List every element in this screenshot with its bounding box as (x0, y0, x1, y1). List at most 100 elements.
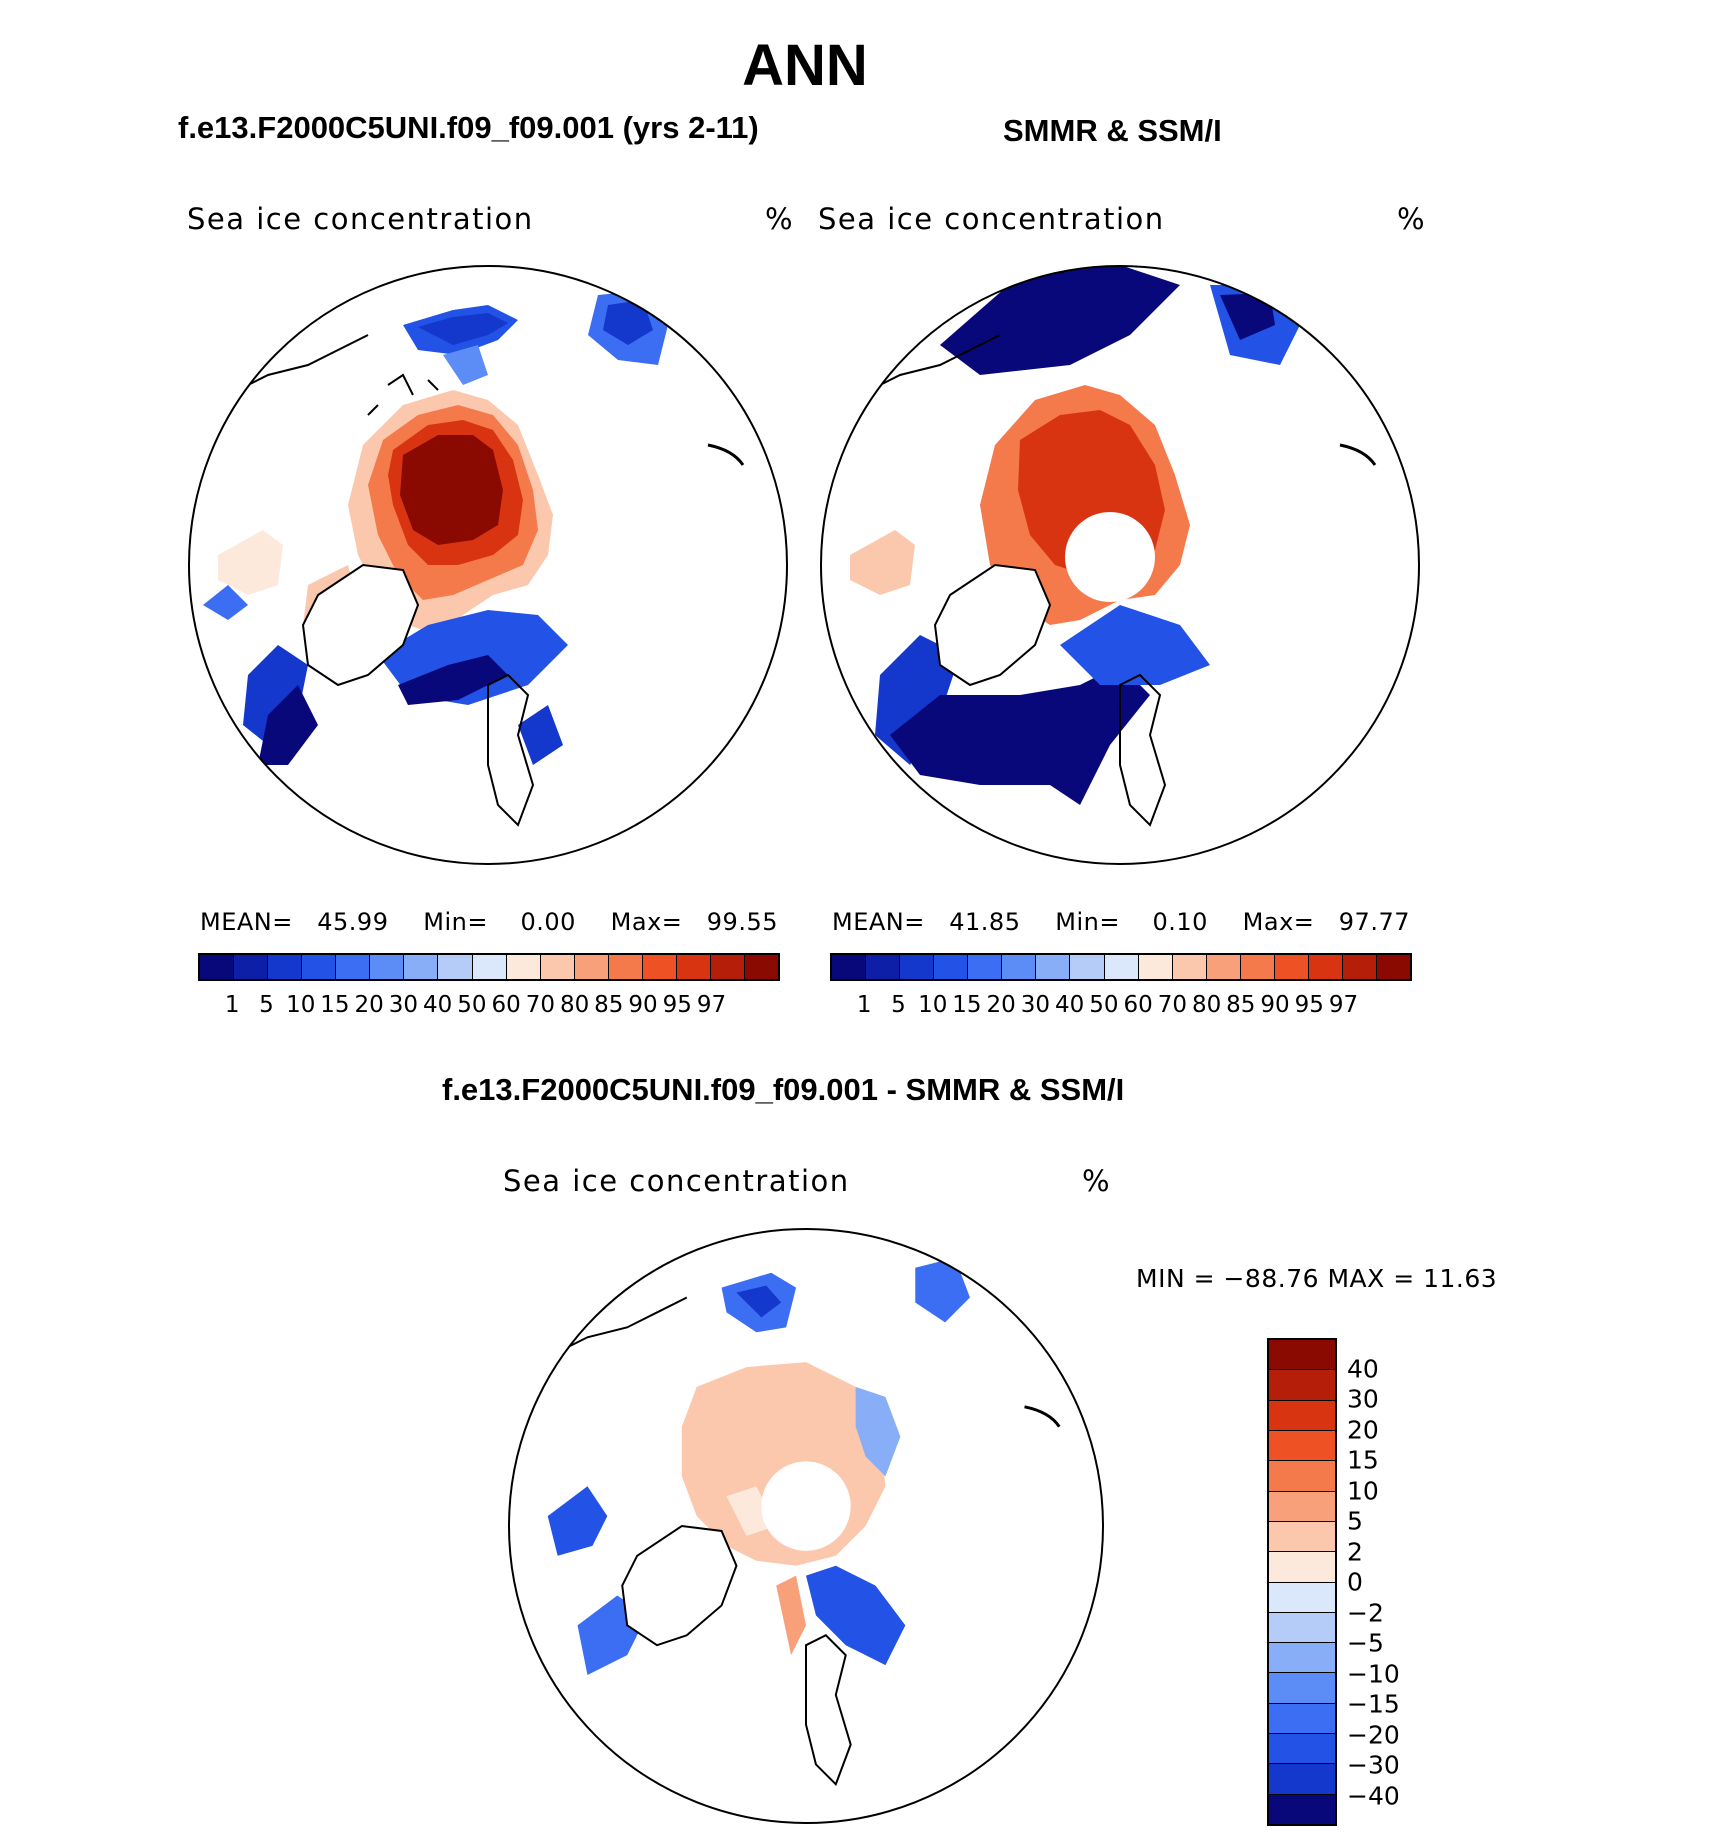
right-colorbar-tick-label: 90 (1260, 992, 1290, 1018)
left-map-border (188, 265, 788, 865)
left-colorbar-tick-label: 70 (525, 992, 555, 1018)
diff-coastline (547, 1296, 688, 1359)
left-okhotsk-ice-core (603, 300, 653, 345)
right-colorbar-swatch (1104, 955, 1139, 979)
diff-colorbar-tick-label: 40 (1347, 1354, 1379, 1383)
right-colorbar-swatch (1240, 955, 1275, 979)
diff-subtitle: f.e13.F2000C5UNI.f09_f09.001 - SMMR & SS… (442, 1072, 1125, 1107)
left-colorbar-tick-label: 50 (457, 992, 487, 1018)
left-colorbar-swatch (370, 955, 405, 979)
left-greenland-land (301, 563, 420, 687)
left-colorbar-swatch (608, 955, 643, 979)
diff-plot-units: % (1082, 1164, 1112, 1198)
diff-colorbar-tick-label: 0 (1347, 1567, 1363, 1597)
diff-fram-pos (776, 1575, 806, 1656)
left-colorbar-tick-label: 40 (423, 992, 453, 1018)
left-colorbar-tick-label: 5 (259, 992, 274, 1018)
diff-bering-ice-core (736, 1285, 782, 1318)
left-colorbar-swatch (472, 955, 507, 979)
left-labrador-edge (258, 685, 318, 765)
right-colorbar-swatch (1308, 955, 1343, 979)
right-polar-map (820, 265, 1420, 865)
right-mean-value: 41.85 (949, 908, 1021, 936)
diff-plot-variable-label: Sea ice concentration (503, 1164, 850, 1198)
left-colorbar-tick-label: 20 (354, 992, 384, 1018)
right-max-value: 97.77 (1338, 908, 1410, 936)
left-mean-label: MEAN= (200, 908, 293, 936)
right-colorbar-tick-label: 95 (1294, 992, 1324, 1018)
right-min-group: Min= 0.10 (1055, 908, 1208, 936)
right-bering-ice (940, 266, 1180, 375)
left-pacific-island (707, 443, 745, 466)
diff-colorbar-swatch (1269, 1582, 1335, 1613)
left-min-value: 0.00 (520, 908, 576, 936)
right-colorbar-swatch (1377, 955, 1411, 979)
right-plot-units: % (1397, 202, 1427, 236)
diff-colorbar-swatch (1269, 1764, 1335, 1795)
diff-colorbar-tick-label: −30 (1347, 1750, 1400, 1780)
right-plot-variable-label: Sea ice concentration (818, 202, 1165, 236)
diff-polar-map (508, 1228, 1104, 1824)
left-colorbar-tick-label: 80 (559, 992, 590, 1018)
left-hudson-edge (203, 585, 248, 620)
diff-colorbar-swatch (1269, 1643, 1335, 1674)
diff-colorbar-swatch (1269, 1400, 1335, 1431)
right-colorbar-tick-label: 50 (1089, 992, 1119, 1018)
left-min-label: Min= (423, 908, 488, 936)
diff-scandinavia-coast (805, 1634, 852, 1787)
diff-colorbar-tick-label: −5 (1347, 1628, 1384, 1658)
left-plot-units: % (765, 202, 795, 236)
right-colorbar-tick-label: 70 (1157, 992, 1187, 1018)
diff-minmax: MIN = −88.76 MAX = 11.63 (1136, 1264, 1498, 1293)
left-barents-edge (398, 655, 508, 705)
left-colorbar-swatch (200, 955, 235, 979)
diff-colorbar-tick-label: −10 (1347, 1659, 1400, 1688)
left-max-label: Max= (610, 908, 683, 936)
diff-colorbar-swatch (1269, 1734, 1335, 1765)
left-colorbar-swatch (404, 955, 439, 979)
right-min-label: Min= (1055, 908, 1120, 936)
diff-colorbar-swatch (1269, 1673, 1335, 1704)
diff-colorbar-swatch (1269, 1794, 1335, 1824)
right-colorbar-ticks: 1 5 10 15 20 30 40 50 60 70 80 85 90 95 97 (830, 992, 1412, 1022)
right-barents-ice (1060, 605, 1210, 685)
diff-colorbar-tick-label: −2 (1347, 1598, 1384, 1627)
right-mean-group: MEAN= 41.85 (832, 908, 1020, 936)
left-colorbar-swatch (745, 955, 779, 979)
left-colorbar-swatch (642, 955, 677, 979)
diff-colorbar-swatch (1269, 1491, 1335, 1522)
right-map-border (820, 265, 1420, 865)
right-colorbar-swatch (866, 955, 901, 979)
diff-colorbar-tick-label: −40 (1347, 1781, 1400, 1810)
right-stats: MEAN= 41.85 Min= 0.10 Max= 97.77 (832, 908, 1410, 936)
right-colorbar-swatch (1138, 955, 1173, 979)
diff-colorbar-tick-label: 15 (1347, 1445, 1379, 1475)
right-colorbar-swatch (832, 955, 867, 979)
right-colorbar-tick-label: 10 (918, 992, 948, 1018)
right-hudson-ice (850, 530, 915, 595)
right-colorbar-tick-label: 97 (1328, 992, 1359, 1018)
right-colorbar-tick-label: 30 (1020, 992, 1051, 1018)
left-bering-ice-core (418, 313, 508, 345)
left-colorbar-tick-label: 95 (662, 992, 692, 1018)
right-atlantic-ice-edge (890, 665, 1150, 805)
right-colorbar-tick-label: 1 (856, 992, 872, 1018)
right-colorbar-tick-label: 80 (1191, 992, 1222, 1018)
diff-colorbar-tick-label: 2 (1347, 1537, 1363, 1566)
diff-colorbar-ticks: 40 30 20 15 10 5 2 0 −2 −5 −10 −15 −20 −30 −40 (1347, 1338, 1427, 1826)
left-colorbar (198, 953, 780, 981)
left-bering-strait-ice (443, 345, 488, 385)
diff-colorbar (1267, 1338, 1337, 1826)
right-colorbar-tick-label: 85 (1226, 992, 1256, 1018)
left-colorbar-swatch (234, 955, 269, 979)
diff-pole-hole (761, 1461, 851, 1551)
right-colorbar-swatch (1070, 955, 1105, 979)
right-obs-subtitle: SMMR & SSM/I (1003, 113, 1222, 148)
diff-colorbar-tick-label: 10 (1347, 1476, 1379, 1505)
diff-arctic-weak (726, 1486, 777, 1536)
left-colorbar-swatch (438, 955, 473, 979)
diff-colorbar-tick-label: 30 (1347, 1384, 1379, 1414)
right-mean-label: MEAN= (832, 908, 925, 936)
left-colorbar-tick-label: 90 (628, 992, 658, 1018)
left-colorbar-swatch (302, 955, 337, 979)
